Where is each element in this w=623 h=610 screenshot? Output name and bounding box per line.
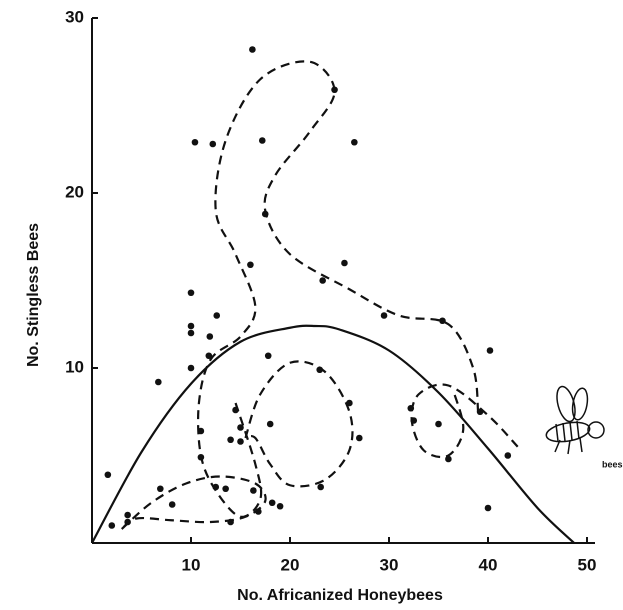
x-tick-label: 50: [578, 555, 597, 574]
fit-curve: [91, 324, 575, 544]
point: [187, 364, 195, 372]
point: [232, 406, 239, 414]
x-tick-label: 20: [281, 555, 300, 574]
point: [187, 322, 195, 330]
point: [264, 352, 272, 360]
point: [319, 277, 326, 284]
x-tick-label: 30: [380, 555, 399, 574]
point: [331, 86, 338, 94]
point: [108, 522, 116, 529]
point: [445, 455, 452, 463]
point: [124, 518, 131, 526]
point: [476, 408, 484, 416]
bee-icon: [545, 385, 605, 455]
point: [104, 471, 112, 479]
point: [227, 436, 234, 444]
y-tick-label: 30: [65, 7, 84, 26]
x-tick-label: 40: [479, 555, 498, 574]
point: [504, 452, 512, 459]
point: [187, 329, 195, 337]
annotation: bees: [602, 459, 623, 469]
point: [213, 312, 221, 319]
point: [356, 434, 363, 442]
y-tick-label: 20: [65, 182, 84, 201]
point: [410, 417, 418, 424]
point: [341, 259, 348, 267]
point: [157, 485, 164, 493]
point: [317, 483, 324, 491]
point: [197, 453, 205, 461]
point: [197, 427, 205, 435]
point: [268, 499, 276, 507]
point: [124, 511, 131, 519]
point: [187, 289, 195, 297]
point: [222, 485, 229, 493]
dashed-loop: [120, 475, 267, 530]
point: [255, 508, 262, 515]
point: [191, 138, 199, 146]
point: [249, 46, 256, 53]
point: [237, 424, 244, 431]
point: [258, 137, 266, 144]
point: [316, 366, 324, 374]
point: [276, 502, 284, 510]
point: [261, 210, 269, 218]
dashed-loop: [244, 360, 354, 488]
x-tick-label: 10: [182, 555, 201, 574]
point: [212, 483, 220, 491]
point: [206, 333, 214, 340]
point: [486, 347, 494, 354]
point: [247, 261, 254, 269]
point: [227, 518, 234, 526]
point: [205, 352, 213, 360]
point: [168, 501, 176, 508]
point: [209, 140, 217, 148]
point: [250, 487, 257, 494]
point: [155, 378, 162, 386]
point: [380, 312, 388, 319]
point: [439, 317, 446, 325]
point: [435, 420, 442, 428]
x-axis-title: No. Africanized Honeybees: [237, 587, 443, 604]
dashed-loop: [196, 60, 480, 518]
y-axis-title: No. Stingless Bees: [25, 223, 42, 367]
point: [237, 438, 244, 445]
point: [484, 504, 492, 512]
point: [346, 399, 353, 407]
point: [351, 138, 358, 146]
point: [266, 420, 274, 428]
point: [407, 404, 415, 412]
y-tick-label: 10: [65, 357, 84, 376]
